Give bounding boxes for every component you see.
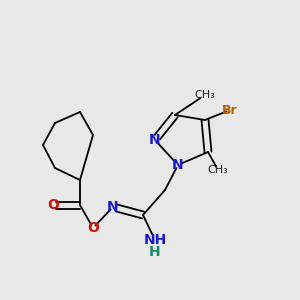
- Text: CH₃: CH₃: [195, 90, 215, 100]
- Text: NH: NH: [143, 233, 167, 247]
- Text: Br: Br: [222, 103, 238, 116]
- Text: O: O: [47, 198, 59, 212]
- Text: H: H: [149, 245, 161, 259]
- Text: N: N: [107, 200, 119, 214]
- Text: N: N: [172, 158, 184, 172]
- Text: N: N: [149, 133, 161, 147]
- Text: CH₃: CH₃: [208, 165, 228, 175]
- Text: O: O: [87, 221, 99, 235]
